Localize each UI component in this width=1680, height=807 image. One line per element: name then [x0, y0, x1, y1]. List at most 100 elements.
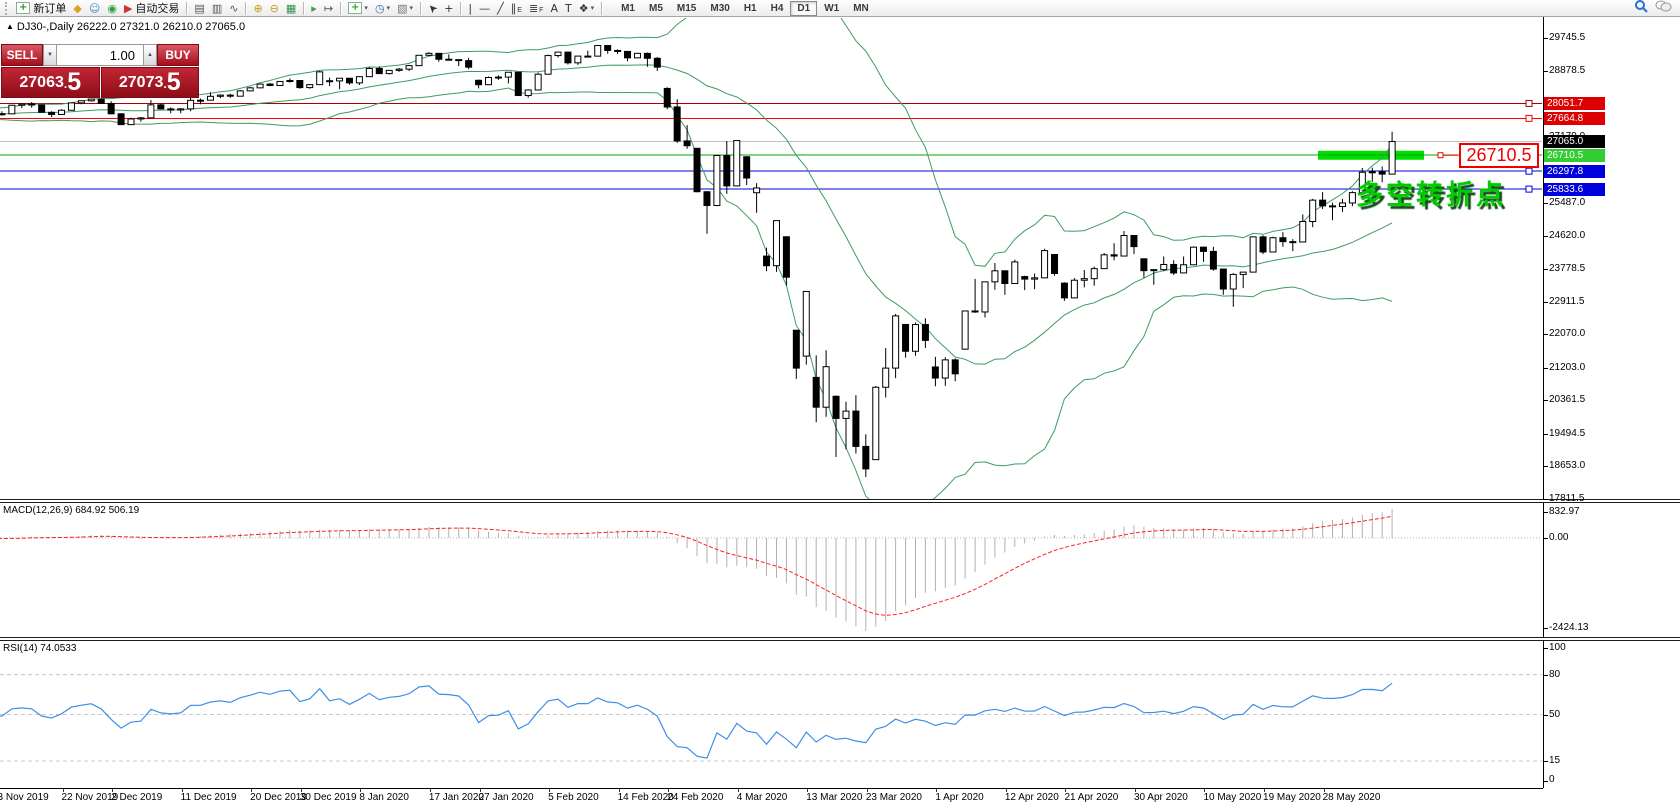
price-tickmark: [1543, 400, 1548, 402]
crosshair-icon: +: [444, 1, 454, 15]
sell-price[interactable]: 270635: [1, 67, 100, 98]
templates-button[interactable]: ▧ ▾: [394, 1, 416, 16]
trendline-button[interactable]: ╱: [494, 1, 507, 16]
price-tick: 29745.5: [1549, 32, 1586, 43]
date-tickmark: [429, 788, 431, 792]
bar-chart-mode-button[interactable]: ▤: [191, 1, 207, 16]
date-tickmark: [866, 788, 868, 792]
buy-price-frac: 5: [163, 70, 181, 95]
date-label: 1 Apr 2020: [935, 792, 984, 803]
price-badge: 25833.6: [1544, 182, 1605, 196]
date-tickmark: [807, 788, 809, 792]
pane-separator-rsi[interactable]: [0, 637, 1680, 641]
macd-axis-zero: 0.00: [1549, 531, 1569, 543]
community-profile-button[interactable]: ☺: [86, 1, 103, 16]
macd-indicator-label: MACD(12,26,9) 684.92 506.19: [3, 505, 140, 516]
auto-scroll-button[interactable]: ▸: [308, 1, 320, 16]
chart-title: ▲ DJ30-,Daily 26222.0 27321.0 26210.0 270…: [6, 21, 245, 33]
toolbar-right-group: [1634, 0, 1677, 18]
new-order-icon: +: [16, 2, 31, 14]
tile-windows-button[interactable]: ▦: [283, 1, 299, 16]
timeframe-h1[interactable]: H1: [743, 2, 757, 14]
alerts-horn-icon: ◆: [73, 1, 82, 15]
cursor-button[interactable]: ➤: [425, 0, 441, 16]
text-button[interactable]: A: [547, 1, 561, 16]
indicators-icon: +: [348, 2, 363, 14]
periods-button[interactable]: ◷ ▾: [372, 1, 393, 16]
date-label: 14 Feb 2020: [617, 792, 674, 803]
timeframe-m1[interactable]: M1: [621, 2, 635, 14]
vertical-line-button[interactable]: |: [465, 1, 475, 16]
fibonacci-icon: ≣: [528, 1, 539, 15]
timeframe-h4[interactable]: H4: [770, 2, 784, 14]
price-badge: 27065.0: [1544, 135, 1605, 149]
date-label: 4 Mar 2020: [736, 792, 788, 803]
bar-chart-mode-icon: ▤: [194, 1, 205, 15]
indicators-dropdown-icon[interactable]: ▾: [364, 5, 368, 12]
new-order-button[interactable]: + 新订单: [13, 1, 69, 16]
equidistant-channel-button[interactable]: ∥ E: [508, 1, 525, 16]
timeframe-m5[interactable]: M5: [649, 2, 663, 14]
symbol-collapse-icon[interactable]: ▲: [6, 22, 14, 31]
line-chart-mode-icon: ∿: [229, 1, 239, 15]
main-toolbar: + 新订单 ◆ ☺ ◉ ▶ 自动交易 ▤ ▥ ∿ ⊕ ⊖ ▦ ▸ ↦ + ▾ ◷ ▾ ▧ ▾ ➤ + | — ╱ ∥ E ≣ F A T ❖ ▾ M…: [0, 0, 1680, 17]
buy-price[interactable]: 270735: [100, 67, 199, 98]
timeframe-m15[interactable]: M15: [676, 2, 697, 14]
price-tickmark: [1543, 268, 1548, 270]
date-tickmark: [1264, 788, 1266, 792]
chart-shift-icon: ↦: [323, 1, 334, 15]
autotrading-button[interactable]: ▶ 自动交易: [121, 1, 182, 16]
date-label: 21 Apr 2020: [1064, 792, 1119, 803]
chat-icon[interactable]: [1655, 0, 1672, 18]
rsi-tickmark: [1543, 781, 1548, 782]
timeframe-d1[interactable]: D1: [790, 0, 818, 16]
arrows-icon: ❖: [578, 1, 589, 15]
volume-input[interactable]: 1.00: [57, 44, 143, 66]
templates-dropdown-icon[interactable]: ▾: [409, 5, 413, 12]
alerts-horn-button[interactable]: ◆: [70, 1, 84, 16]
timeframe-w1[interactable]: W1: [824, 2, 840, 14]
date-label: 13 Nov 2019: [0, 792, 49, 803]
volume-down-stepper[interactable]: ▼: [43, 44, 57, 66]
market-signals-button[interactable]: ◉: [104, 1, 120, 16]
text-label-button[interactable]: T: [562, 1, 575, 16]
date-label: 30 Dec 2019: [299, 792, 357, 803]
search-icon[interactable]: [1634, 0, 1648, 18]
pane-separator-macd[interactable]: [0, 499, 1680, 503]
price-tickmark: [1543, 202, 1548, 204]
candlestick-mode-button[interactable]: ▥: [209, 1, 225, 16]
macd-tickmark: [1543, 512, 1548, 513]
periods-icon: ◷: [374, 1, 385, 15]
date-tickmark: [1065, 788, 1067, 792]
timeframe-m30[interactable]: M30: [710, 2, 730, 14]
volume-up-stepper[interactable]: ▲: [143, 44, 157, 66]
price-tickmark: [1543, 235, 1548, 237]
price-tickmark: [1543, 38, 1548, 39]
line-chart-mode-button[interactable]: ∿: [226, 1, 241, 16]
arrows-button[interactable]: ❖ ▾: [576, 1, 597, 16]
crosshair-button[interactable]: +: [441, 1, 456, 16]
date-label: 11 Dec 2019: [180, 792, 237, 803]
horizontal-line-button[interactable]: —: [476, 1, 493, 16]
buy-button[interactable]: BUY: [157, 44, 199, 66]
chart-shift-button[interactable]: ↦: [321, 1, 336, 16]
vertical-line-icon: |: [468, 1, 473, 15]
periods-dropdown-icon[interactable]: ▾: [386, 5, 391, 12]
macd-tickmark: [1543, 537, 1548, 539]
arrows-dropdown-icon[interactable]: ▾: [590, 5, 595, 12]
fibonacci-button[interactable]: ≣ F: [526, 1, 547, 16]
annotation-price-label[interactable]: 26710.5: [1459, 143, 1539, 168]
price-tick: 18653.0: [1549, 460, 1586, 472]
rsi-tickmark: [1543, 674, 1548, 676]
zoom-in-button[interactable]: ⊕: [250, 1, 265, 16]
autotrading-icon: ▶: [123, 1, 133, 15]
annotation-note[interactable]: 多空转折点: [1356, 180, 1506, 211]
indicators-button[interactable]: + ▾: [345, 1, 371, 16]
candlestick-mode-icon: ▥: [211, 1, 223, 15]
fibonacci-sub-label: F: [539, 7, 544, 14]
sell-button[interactable]: SELL: [1, 44, 43, 66]
toolbar-separator: [460, 1, 462, 15]
zoom-out-button[interactable]: ⊖: [267, 1, 282, 16]
timeframe-mn[interactable]: MN: [853, 2, 869, 14]
